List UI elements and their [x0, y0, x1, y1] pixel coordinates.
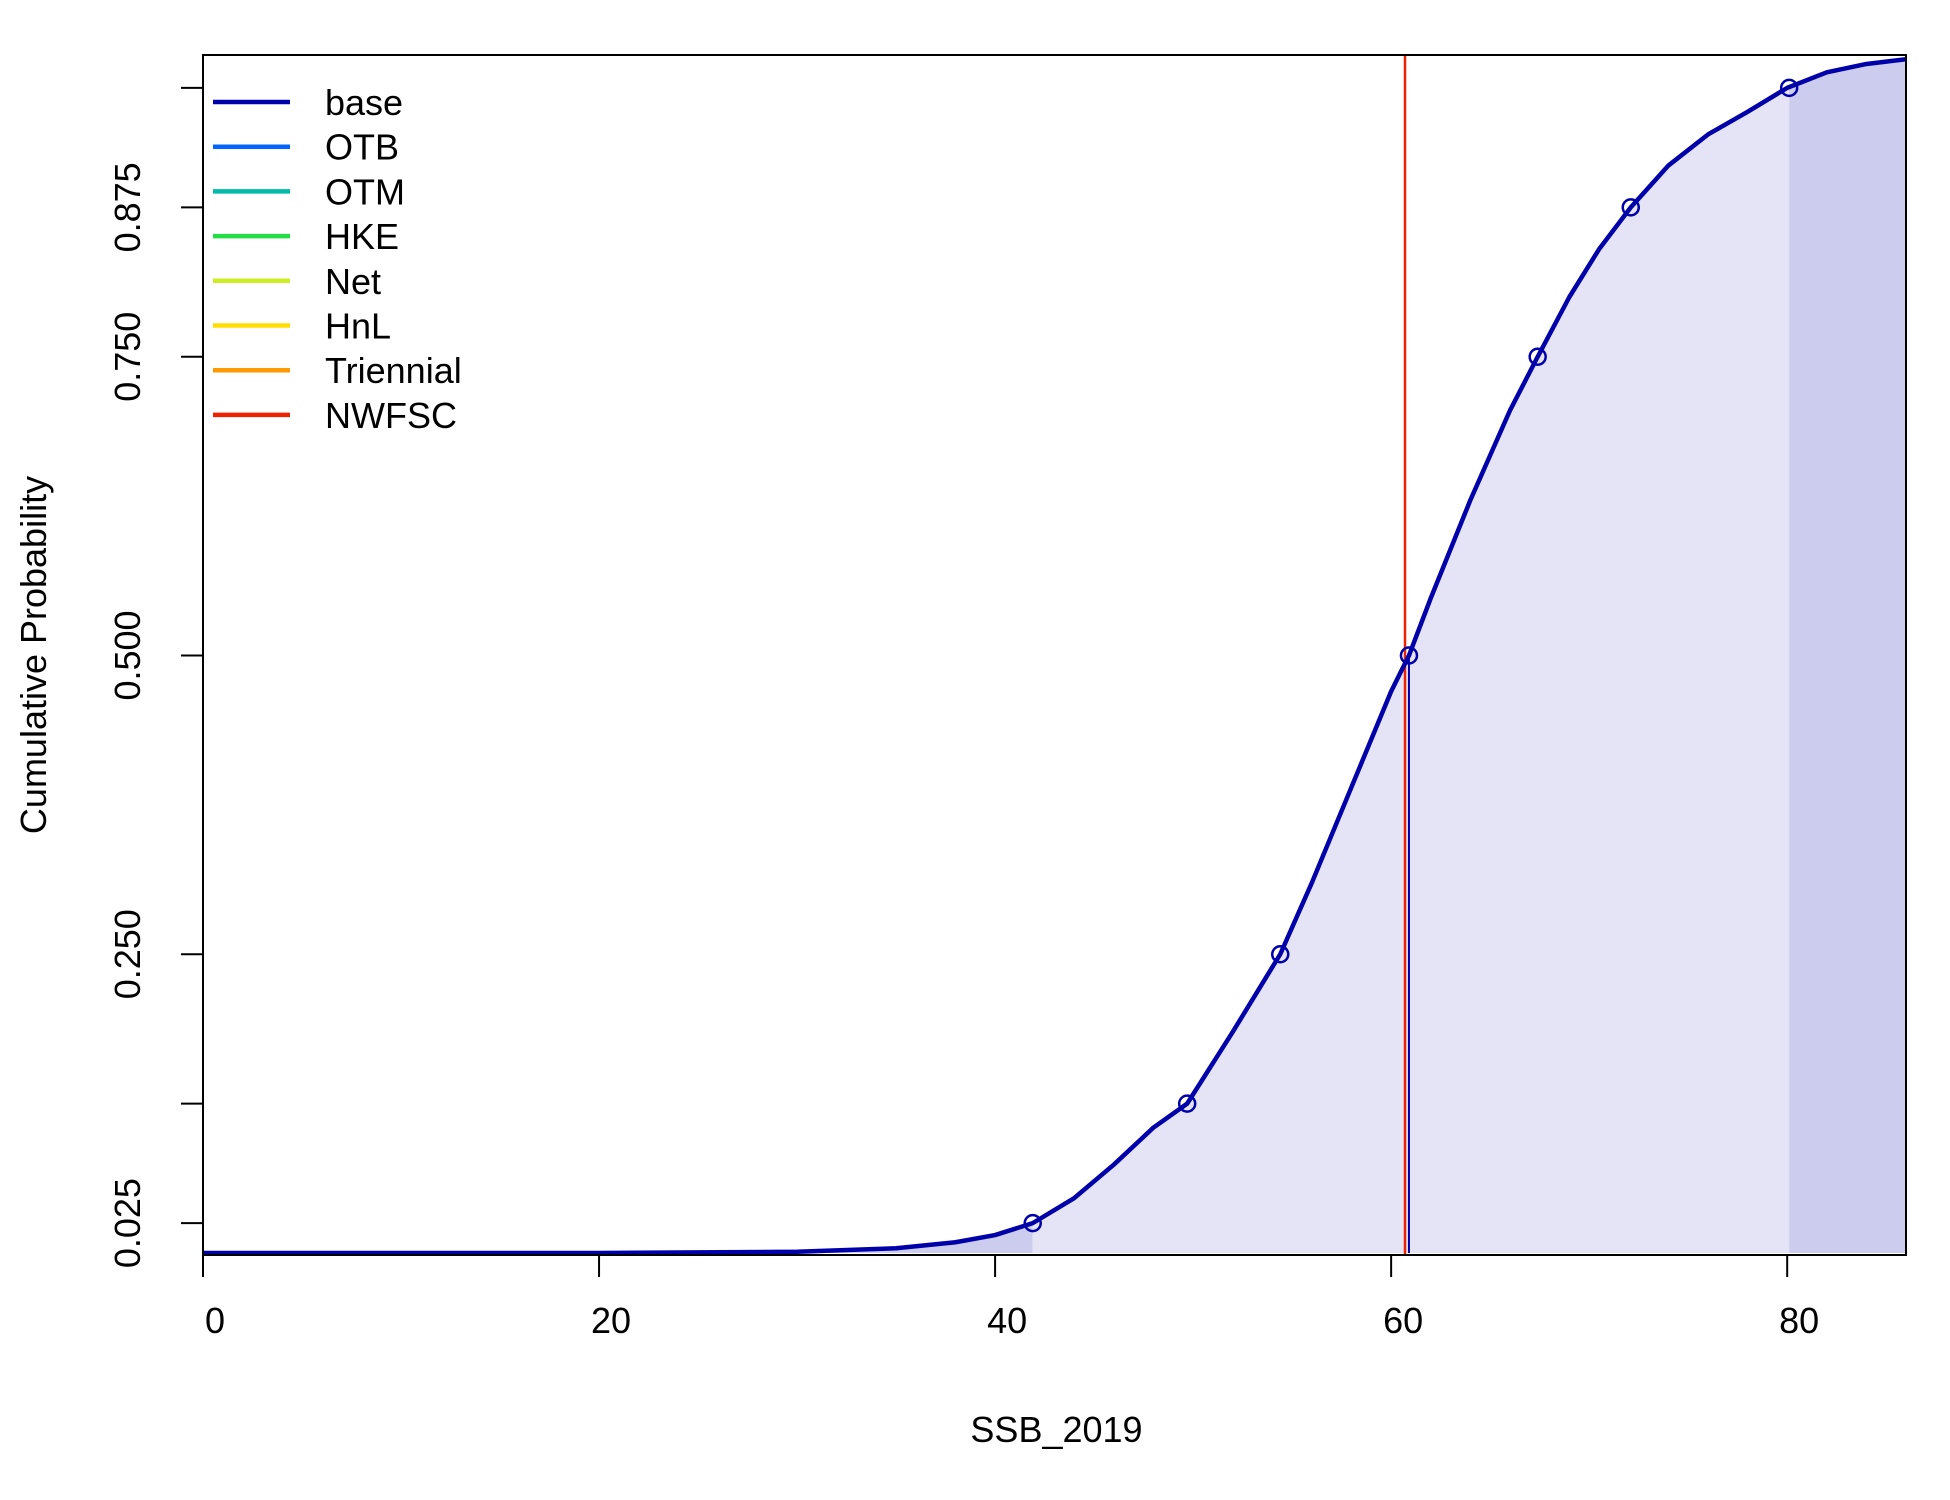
quantile-point	[1399, 646, 1419, 665]
y-axis-title: Cumulative Probability	[13, 476, 54, 834]
legend-label: Triennial	[325, 350, 462, 391]
legend-label: HKE	[325, 216, 399, 257]
quantile-point	[1177, 1094, 1197, 1113]
interval-area	[1032, 87, 1790, 1253]
y-tick-label: 0.500	[107, 610, 148, 700]
x-tick-label: 80	[1779, 1300, 1819, 1341]
quantile-point	[1270, 945, 1290, 964]
quantile-point	[1621, 198, 1640, 217]
y-tick-label: 0.750	[107, 312, 148, 402]
quantile-points	[1023, 78, 1799, 1233]
legend-label: base	[325, 82, 403, 123]
legend-label: Net	[325, 261, 381, 302]
series-line-base	[203, 56, 1907, 1256]
legend-label: NWFSC	[325, 395, 457, 436]
x-axis: 0 20 40 60 80	[202, 1254, 1819, 1341]
legend-label: OTB	[325, 127, 399, 168]
upper-tail-area	[1789, 59, 1906, 1254]
legend-label: OTM	[325, 171, 405, 212]
fill-layer	[203, 59, 1906, 1254]
x-axis-title: SSB_2019	[970, 1409, 1142, 1450]
y-tick-label: 0.875	[107, 162, 148, 252]
x-tick-label: 0	[205, 1300, 225, 1341]
quantile-point	[1779, 78, 1799, 98]
y-axis: 0.025 0.250 0.500 0.750 0.875	[107, 86, 204, 1268]
y-tick-label: 0.025	[107, 1178, 148, 1268]
x-tick-label: 20	[591, 1300, 631, 1341]
quantile-point	[1023, 1213, 1042, 1233]
x-tick-label: 40	[987, 1300, 1027, 1341]
quantile-point	[1528, 347, 1547, 366]
lower-tail-area	[203, 1223, 1033, 1253]
x-tick-label: 60	[1383, 1300, 1423, 1341]
y-tick-label: 0.250	[107, 909, 148, 999]
legend-label: HnL	[325, 306, 391, 347]
line-layer	[203, 55, 1907, 1256]
